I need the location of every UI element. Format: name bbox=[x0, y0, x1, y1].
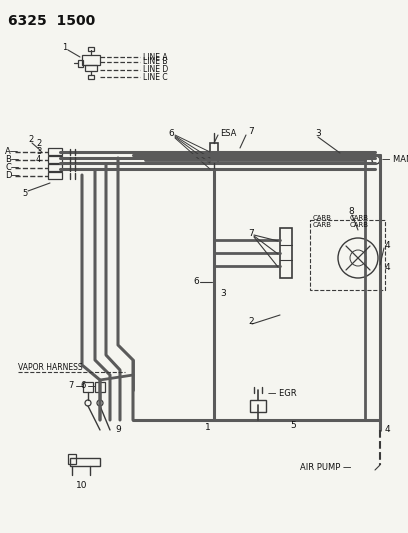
Text: 5: 5 bbox=[290, 421, 296, 430]
Bar bbox=[70, 458, 100, 466]
Text: CARB: CARB bbox=[313, 222, 332, 228]
Text: ESA: ESA bbox=[220, 128, 236, 138]
Text: D—: D— bbox=[5, 172, 20, 181]
Bar bbox=[48, 148, 62, 155]
Text: 6325  1500: 6325 1500 bbox=[8, 14, 95, 28]
Bar bbox=[83, 382, 93, 392]
Text: 6: 6 bbox=[193, 278, 199, 287]
Bar bbox=[85, 65, 97, 71]
Bar bbox=[68, 454, 76, 464]
Text: 10: 10 bbox=[76, 481, 88, 489]
Text: 7: 7 bbox=[248, 229, 254, 238]
Text: — MANIFOLD: — MANIFOLD bbox=[382, 156, 408, 165]
Text: LINE A: LINE A bbox=[143, 52, 168, 61]
Bar bbox=[250, 400, 266, 412]
Bar bbox=[88, 75, 94, 79]
Text: LINE D: LINE D bbox=[143, 66, 168, 75]
Bar bbox=[78, 60, 83, 67]
Text: B—: B— bbox=[5, 156, 19, 165]
Text: 4: 4 bbox=[385, 263, 390, 272]
Text: C—: C— bbox=[5, 164, 19, 173]
Text: 9: 9 bbox=[115, 425, 121, 434]
Text: 2: 2 bbox=[248, 318, 254, 327]
Text: 2: 2 bbox=[28, 135, 33, 144]
Text: VAPOR HARNESS: VAPOR HARNESS bbox=[18, 364, 83, 373]
Bar bbox=[95, 382, 105, 392]
Text: 3: 3 bbox=[36, 147, 41, 156]
Text: 2: 2 bbox=[36, 139, 41, 148]
Text: CARB: CARB bbox=[350, 215, 369, 221]
Bar bbox=[48, 172, 62, 179]
Text: CARB: CARB bbox=[313, 215, 332, 221]
Text: 5: 5 bbox=[22, 189, 27, 198]
Text: 1: 1 bbox=[205, 424, 211, 432]
Text: — EGR: — EGR bbox=[268, 389, 297, 398]
Text: AIR PUMP —: AIR PUMP — bbox=[300, 464, 351, 472]
Text: LINE C: LINE C bbox=[143, 72, 168, 82]
Text: 1: 1 bbox=[62, 44, 67, 52]
Bar bbox=[310, 220, 385, 290]
Text: A—: A— bbox=[5, 148, 19, 157]
Bar bbox=[280, 228, 292, 278]
Text: 4: 4 bbox=[36, 155, 41, 164]
Bar bbox=[210, 143, 218, 163]
Bar bbox=[82, 55, 100, 65]
Text: 7: 7 bbox=[68, 381, 73, 390]
Text: CARB: CARB bbox=[350, 222, 369, 228]
Text: 4: 4 bbox=[385, 425, 390, 434]
Text: 6: 6 bbox=[80, 381, 85, 390]
Text: 3: 3 bbox=[220, 289, 226, 298]
Text: LINE B: LINE B bbox=[143, 58, 168, 67]
Text: 4: 4 bbox=[385, 240, 390, 249]
Bar bbox=[48, 164, 62, 171]
Bar bbox=[88, 47, 94, 51]
Bar bbox=[48, 156, 62, 163]
Text: 3: 3 bbox=[315, 130, 321, 139]
Text: 8: 8 bbox=[348, 207, 354, 216]
Text: 7: 7 bbox=[248, 127, 254, 136]
Text: 6: 6 bbox=[168, 128, 174, 138]
